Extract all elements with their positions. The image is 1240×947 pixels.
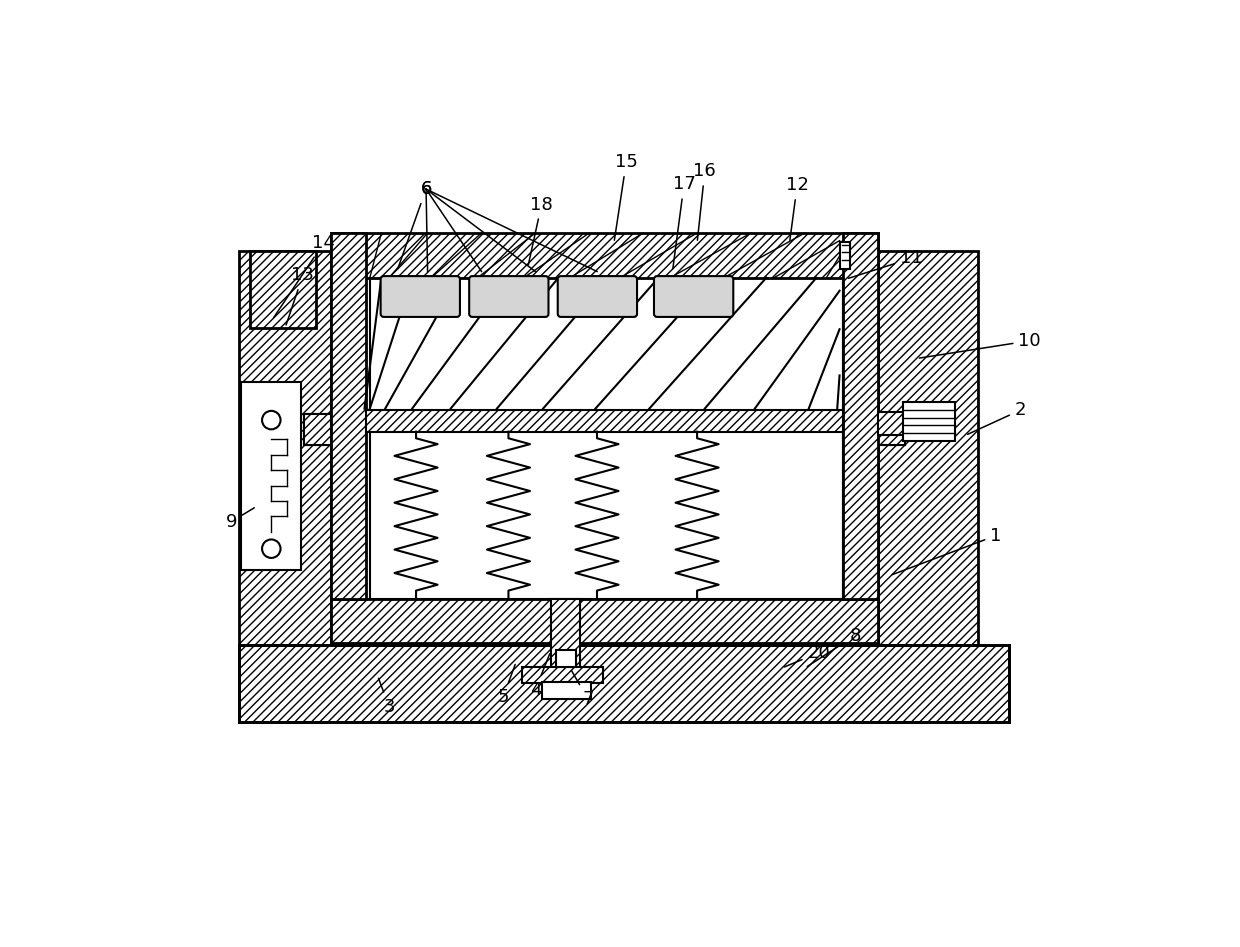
Text: 17: 17 [672, 175, 696, 269]
Text: 3: 3 [378, 678, 394, 716]
Text: 5: 5 [497, 665, 515, 706]
FancyBboxPatch shape [469, 277, 548, 317]
Bar [239, 251, 331, 645]
Bar [331, 233, 366, 599]
Bar [878, 412, 905, 436]
Text: 12: 12 [786, 176, 808, 241]
Bar [242, 382, 300, 570]
Bar [551, 599, 580, 668]
Bar [239, 645, 1009, 722]
Text: 6: 6 [420, 180, 432, 198]
Text: 4: 4 [529, 653, 549, 699]
FancyBboxPatch shape [653, 277, 733, 317]
Text: 10: 10 [919, 331, 1042, 358]
Bar [331, 233, 878, 277]
Circle shape [262, 411, 280, 429]
Bar [250, 251, 316, 328]
Text: 18: 18 [528, 195, 553, 265]
Text: 16: 16 [693, 162, 717, 241]
Text: 15: 15 [614, 153, 637, 241]
Bar [331, 599, 878, 643]
Bar [878, 251, 978, 645]
Bar [304, 414, 331, 445]
FancyBboxPatch shape [558, 277, 637, 317]
Text: 2: 2 [967, 402, 1027, 435]
Bar [522, 667, 603, 684]
Bar [843, 233, 878, 599]
Text: 14: 14 [274, 234, 335, 317]
Bar [841, 242, 849, 269]
Text: 1: 1 [893, 527, 1002, 575]
Bar [542, 682, 590, 699]
Circle shape [262, 540, 280, 558]
Bar [304, 414, 331, 445]
Bar [557, 651, 577, 667]
Bar [878, 414, 905, 445]
Bar [366, 410, 843, 432]
Text: 7: 7 [572, 670, 594, 707]
Text: 13: 13 [286, 266, 314, 325]
Text: 8: 8 [807, 627, 861, 667]
Text: 20: 20 [785, 644, 830, 667]
Bar [366, 277, 843, 599]
FancyBboxPatch shape [381, 277, 460, 317]
Text: 6: 6 [398, 180, 432, 269]
Bar [878, 414, 905, 445]
Text: 9: 9 [226, 508, 254, 530]
Text: 11: 11 [848, 249, 923, 278]
Bar [904, 402, 955, 441]
